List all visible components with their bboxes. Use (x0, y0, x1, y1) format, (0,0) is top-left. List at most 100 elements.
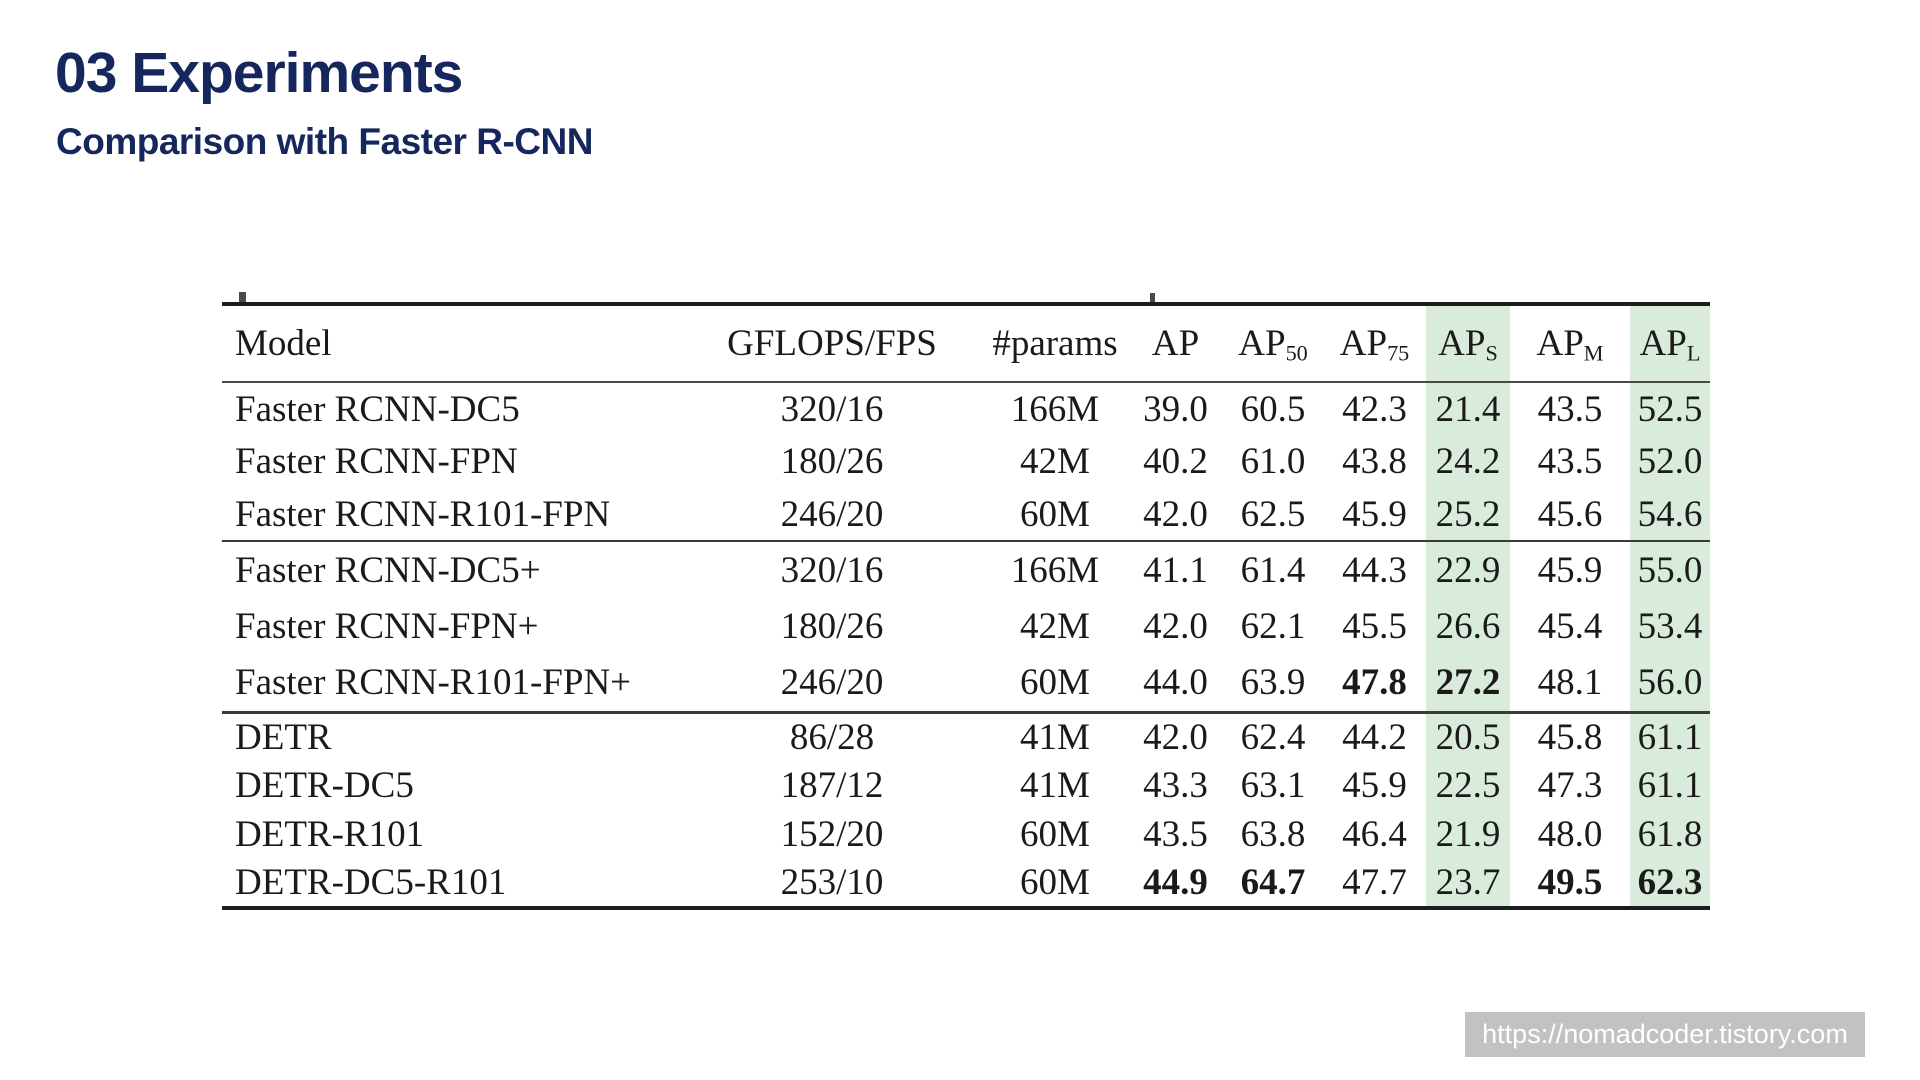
metric-cell: 62.3 (1630, 859, 1710, 908)
metric-cell: 60M (1020, 862, 1090, 903)
metric-cell: 63.1 (1240, 765, 1306, 806)
metric-cell: 61.0 (1240, 441, 1306, 482)
table-row: DETR-R101 152/20 60M 43.5 63.8 46.4 21.9 48.0 61… (222, 810, 1710, 859)
metric-cell: 25.2 (1426, 488, 1510, 541)
metric-cell: 166M (1010, 549, 1100, 591)
results-table: Model GFLOPS/FPS #params AP AP50 AP75 APS APM AP… (222, 302, 1710, 910)
model-name-cell: Faster RCNN-FPN (235, 441, 518, 482)
metric-cell: 42M (1020, 441, 1090, 482)
table-header-row: Model GFLOPS/FPS #params AP AP50 AP75 APS APM AP… (222, 304, 1710, 382)
metric-cell: 42.0 (1143, 716, 1208, 758)
metric-cell: 60.5 (1240, 388, 1306, 430)
metric-cell: 61.1 (1630, 761, 1710, 810)
page-title: 03 Experiments (55, 41, 463, 105)
metric-cell: 63.9 (1240, 662, 1306, 704)
metric-cell: 40.2 (1143, 441, 1208, 482)
column-header-apm: APM (1536, 323, 1604, 366)
metric-cell: 45.8 (1537, 716, 1603, 758)
metric-cell: 45.5 (1342, 606, 1407, 647)
metric-cell: 52.0 (1630, 435, 1710, 488)
metric-cell: 166M (1010, 388, 1100, 430)
cropped-caption-artifact (239, 292, 246, 302)
table-row: Faster RCNN-R101-FPN 246/20 60M 42.0 62.5 45.… (222, 488, 1710, 541)
table-row: Faster RCNN-DC5+ 320/16 166M 41.1 61.4 44.3 22… (222, 541, 1710, 598)
metric-cell: 45.6 (1537, 493, 1603, 535)
metric-cell: 61.8 (1630, 810, 1710, 859)
metric-cell: 43.3 (1143, 765, 1208, 806)
metric-cell: 45.9 (1537, 549, 1603, 591)
column-header-apl: APL (1630, 304, 1710, 382)
metric-cell: 56.0 (1630, 655, 1710, 712)
metric-cell: 48.1 (1537, 662, 1603, 704)
metric-cell: 62.1 (1240, 606, 1306, 647)
metric-cell: 54.6 (1630, 488, 1710, 541)
metric-cell: 60M (1020, 814, 1090, 855)
metric-cell: 46.4 (1342, 814, 1407, 855)
metric-cell: 44.0 (1143, 662, 1208, 704)
table-row: DETR 86/28 41M 42.0 62.4 44.2 20.5 45.8 61.1 (222, 712, 1710, 761)
metric-cell: 41.1 (1143, 549, 1208, 591)
page-subtitle: Comparison with Faster R-CNN (56, 121, 593, 162)
table-row: Faster RCNN-DC5 320/16 166M 39.0 60.5 42.3 21.… (222, 382, 1710, 435)
metric-cell: 61.1 (1630, 712, 1710, 761)
metric-cell: 44.2 (1342, 716, 1407, 758)
metric-cell: 47.7 (1342, 862, 1407, 903)
column-header-gflops-fps: GFLOPS/FPS (727, 323, 937, 364)
metric-cell: 55.0 (1630, 541, 1710, 598)
metric-cell: 63.8 (1240, 814, 1306, 855)
column-header-ap75: AP75 (1339, 323, 1410, 366)
metric-cell: 320/16 (780, 549, 884, 591)
cropped-caption-artifact (1150, 293, 1155, 302)
table-row: Faster RCNN-FPN+ 180/26 42M 42.0 62.1 45.5 26.… (222, 598, 1710, 655)
model-name-cell: Faster RCNN-DC5 (235, 388, 520, 430)
table-header: Model GFLOPS/FPS #params AP AP50 AP75 APS APM AP… (222, 304, 1710, 382)
metric-cell: 43.5 (1537, 441, 1603, 482)
metric-cell: 47.3 (1537, 765, 1603, 806)
metric-cell: 21.4 (1426, 382, 1510, 435)
metric-cell: 62.4 (1240, 716, 1306, 758)
metric-cell: 49.5 (1537, 862, 1603, 903)
metric-cell: 44.9 (1143, 862, 1208, 903)
metric-cell: 253/10 (780, 862, 884, 903)
metric-cell: 42.0 (1143, 493, 1208, 535)
model-name-cell: DETR-DC5-R101 (235, 862, 507, 903)
metric-cell: 180/26 (780, 441, 884, 482)
metric-cell: 42.3 (1342, 388, 1407, 430)
metric-cell: 86/28 (789, 716, 875, 758)
metric-cell: 60M (1020, 662, 1090, 704)
metric-cell: 20.5 (1426, 712, 1510, 761)
metric-cell: 43.8 (1342, 441, 1407, 482)
metric-cell: 246/20 (780, 662, 884, 704)
metric-cell: 62.5 (1240, 493, 1306, 535)
metric-cell: 39.0 (1143, 388, 1208, 430)
model-name-cell: DETR-R101 (235, 814, 425, 855)
table-row: Faster RCNN-R101-FPN+ 246/20 60M 44.0 63.9 47… (222, 655, 1710, 712)
column-header-ap50: AP50 (1238, 323, 1308, 366)
metric-cell: 43.5 (1143, 814, 1208, 855)
model-name-cell: Faster RCNN-DC5+ (235, 549, 541, 591)
metric-cell: 22.9 (1426, 541, 1510, 598)
metric-cell: 45.4 (1537, 606, 1603, 647)
metric-cell: 320/16 (780, 388, 884, 430)
metric-cell: 23.7 (1426, 859, 1510, 908)
watermark-url: https://nomadcoder.tistory.com (1465, 1012, 1865, 1057)
model-name-cell: Faster RCNN-FPN+ (235, 606, 539, 647)
metric-cell: 21.9 (1426, 810, 1510, 859)
column-header--params: #params (992, 323, 1118, 364)
table-row: DETR-DC5-R101 253/10 60M 44.9 64.7 47.7 23.7 49… (222, 859, 1710, 908)
table-row: DETR-DC5 187/12 41M 43.3 63.1 45.9 22.5 47.3 61.… (222, 761, 1710, 810)
metric-cell: 27.2 (1426, 655, 1510, 712)
metric-cell: 64.7 (1240, 862, 1306, 903)
model-name-cell: DETR-DC5 (235, 765, 414, 806)
metric-cell: 61.4 (1240, 549, 1306, 591)
model-name-cell: Faster RCNN-R101-FPN+ (235, 662, 632, 704)
metric-cell: 44.3 (1342, 549, 1407, 591)
column-header-ap: AP (1151, 323, 1200, 364)
metric-cell: 42M (1020, 606, 1090, 647)
metric-cell: 42.0 (1143, 606, 1208, 647)
table-group-3: DETR 86/28 41M 42.0 62.4 44.2 20.5 45.8 61.1 DETR… (222, 712, 1710, 908)
metric-cell: 246/20 (780, 493, 884, 535)
model-name-cell: Faster RCNN-R101-FPN (235, 493, 611, 535)
metric-cell: 60M (1020, 493, 1090, 535)
